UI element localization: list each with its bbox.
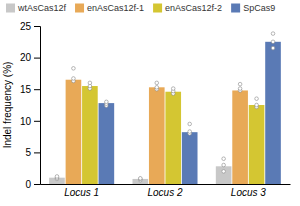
dot bbox=[255, 97, 259, 101]
dot bbox=[88, 81, 92, 85]
dot bbox=[105, 100, 109, 104]
legend-swatch bbox=[75, 4, 84, 13]
x-tick-label: Locus 3 bbox=[231, 187, 266, 198]
axis-line bbox=[34, 27, 41, 185]
y-tick: 5 bbox=[25, 147, 40, 158]
dot bbox=[155, 81, 159, 85]
legend-label: wtAsCas12f bbox=[17, 3, 67, 13]
dot bbox=[222, 170, 226, 174]
bar bbox=[182, 132, 198, 184]
y-tick-mark bbox=[34, 121, 40, 122]
dot bbox=[188, 130, 192, 134]
dot bbox=[188, 122, 192, 126]
dot bbox=[271, 40, 275, 44]
dots bbox=[72, 67, 242, 93]
bar bbox=[216, 166, 232, 184]
bar bbox=[249, 105, 265, 184]
bar bbox=[265, 42, 281, 184]
dot bbox=[222, 163, 226, 167]
legend-label: enAsCas12f-2 bbox=[165, 3, 222, 13]
axis-line bbox=[41, 184, 291, 185]
bar bbox=[99, 103, 115, 184]
y-tick-label: 25 bbox=[20, 21, 32, 32]
y-tick: 15 bbox=[20, 84, 40, 95]
plot: 0 5 10 15 20 25 Locus 1 Locus 2 Locus 3 bbox=[20, 21, 291, 198]
dots bbox=[105, 32, 275, 135]
legend-swatch bbox=[153, 4, 162, 13]
x-tick: Locus 1 bbox=[64, 184, 99, 198]
y-tick-mark bbox=[34, 184, 40, 185]
dots bbox=[55, 157, 225, 182]
x-axis: Locus 1 Locus 2 Locus 3 bbox=[41, 184, 291, 198]
x-tick-label: Locus 2 bbox=[147, 187, 182, 198]
dot bbox=[171, 87, 175, 91]
dot bbox=[55, 175, 59, 179]
y-axis-title: Indel frequency (%) bbox=[2, 62, 13, 149]
y-tick: 25 bbox=[20, 21, 40, 32]
bar bbox=[165, 92, 181, 184]
bar bbox=[149, 87, 165, 184]
x-tick: Locus 2 bbox=[147, 184, 182, 198]
legend-item: enAsCas12f-1 bbox=[75, 3, 144, 13]
dots bbox=[88, 81, 258, 109]
marks bbox=[49, 32, 281, 184]
series bbox=[82, 86, 264, 184]
dot bbox=[238, 87, 242, 91]
y-tick-mark bbox=[34, 152, 40, 153]
y-tick-label: 15 bbox=[20, 84, 32, 95]
legend-item: enAsCas12f-2 bbox=[153, 3, 222, 13]
y-tick-label: 20 bbox=[20, 52, 32, 63]
y-tick: 0 bbox=[25, 179, 40, 190]
y-tick-label: 5 bbox=[25, 147, 31, 158]
bar bbox=[66, 80, 82, 184]
dot bbox=[72, 67, 76, 71]
series bbox=[99, 42, 281, 184]
dot bbox=[238, 82, 242, 86]
legend-swatch bbox=[6, 4, 15, 13]
y-axis: 0 5 10 15 20 25 bbox=[20, 21, 41, 190]
dot bbox=[155, 86, 159, 90]
dot bbox=[222, 157, 226, 161]
series bbox=[66, 80, 248, 184]
x-tick-label: Locus 1 bbox=[64, 187, 99, 198]
y-tick: 20 bbox=[20, 52, 40, 63]
y-tick-label: 10 bbox=[20, 116, 32, 127]
dot bbox=[139, 177, 143, 181]
dot bbox=[255, 103, 259, 107]
x-tick: Locus 3 bbox=[231, 184, 266, 198]
bar bbox=[82, 86, 98, 184]
y-tick-label: 0 bbox=[25, 179, 31, 190]
legend-label: SpCas9 bbox=[243, 3, 275, 13]
legend: wtAsCas12f enAsCas12f-1 enAsCas12f-2 SpCas9 bbox=[6, 3, 275, 13]
legend-item: wtAsCas12f bbox=[6, 3, 67, 13]
y-tick: 10 bbox=[20, 116, 40, 127]
dot bbox=[271, 32, 275, 36]
legend-label: enAsCas12f-1 bbox=[87, 3, 144, 13]
y-tick-mark bbox=[34, 26, 40, 27]
dot bbox=[139, 177, 143, 181]
bar bbox=[232, 90, 248, 184]
legend-swatch bbox=[231, 4, 240, 13]
y-tick-mark bbox=[34, 89, 40, 90]
dot bbox=[72, 77, 76, 81]
y-tick-mark bbox=[34, 58, 40, 59]
chart: wtAsCas12f enAsCas12f-1 enAsCas12f-2 SpCas9… bbox=[0, 0, 300, 206]
legend-item: SpCas9 bbox=[231, 3, 275, 13]
dot bbox=[271, 46, 275, 50]
